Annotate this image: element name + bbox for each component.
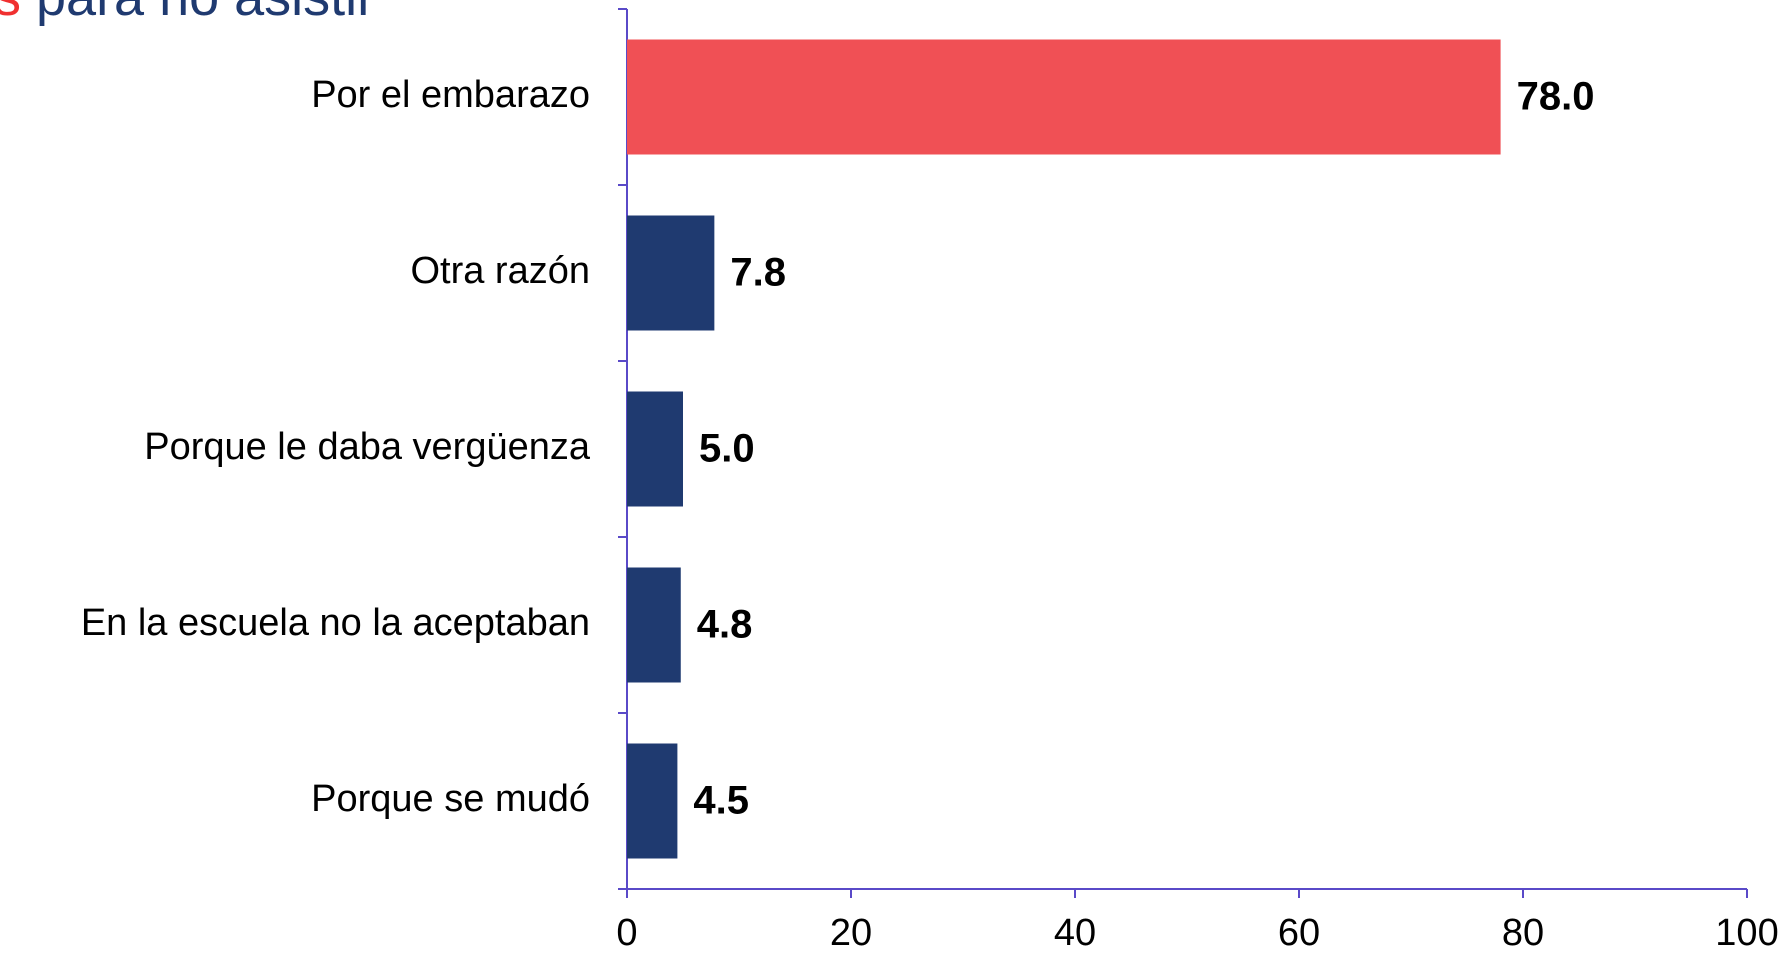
value-label: 78.0 <box>1517 75 1595 119</box>
bar <box>627 743 678 859</box>
x-tick-label: 20 <box>830 912 872 954</box>
category-label: Porque se mudó <box>311 778 590 820</box>
bar <box>627 391 683 507</box>
value-label: 4.5 <box>693 779 749 823</box>
category-label: Por el embarazo <box>311 74 590 116</box>
value-label: 7.8 <box>730 251 786 295</box>
value-label: 5.0 <box>699 427 755 471</box>
x-tick-label: 40 <box>1054 912 1096 954</box>
value-label: 4.8 <box>697 603 753 647</box>
bar <box>627 39 1501 155</box>
bar <box>627 215 715 331</box>
category-label: Otra razón <box>410 250 590 292</box>
category-label: Porque le daba vergüenza <box>144 426 591 468</box>
x-tick-label: 60 <box>1278 912 1320 954</box>
bar <box>627 567 681 683</box>
x-tick-label: 100 <box>1715 912 1778 954</box>
category-label: En la escuela no la aceptaban <box>81 602 590 644</box>
x-tick-label: 0 <box>616 912 637 954</box>
x-tick-label: 80 <box>1502 912 1544 954</box>
chart-title: s para no asistir <box>0 0 375 28</box>
